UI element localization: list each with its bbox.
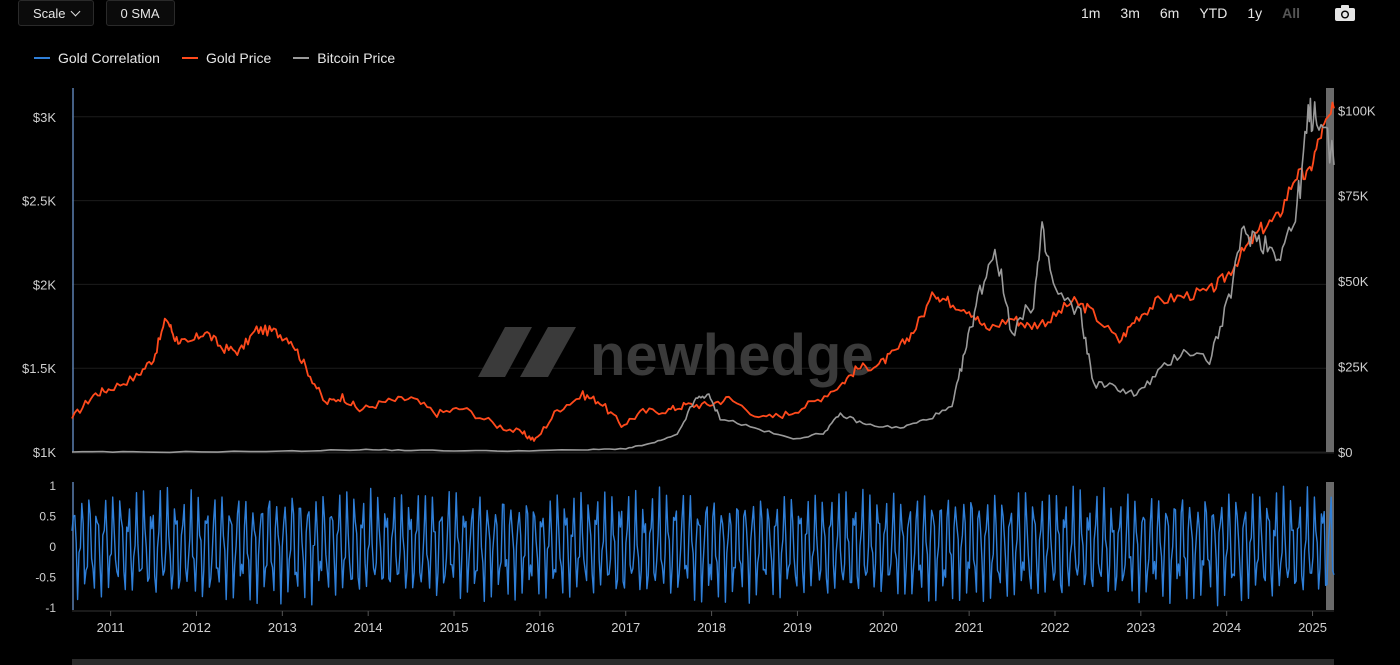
- watermark-logo-icon: [478, 327, 576, 377]
- range-1m-button[interactable]: 1m: [1080, 5, 1101, 21]
- x-tick-label: 2025: [1298, 620, 1327, 635]
- sub-tick-label: 0: [49, 540, 56, 554]
- gold-correlation-line: [71, 485, 1335, 607]
- legend-swatch: [34, 57, 50, 59]
- sub-tick-label: -0.5: [35, 570, 56, 584]
- range-3m-button[interactable]: 3m: [1120, 5, 1140, 21]
- right-tick-label: $0: [1338, 445, 1352, 460]
- sub-scrollbar-handle: [1326, 482, 1334, 610]
- left-tick-label: $1K: [33, 445, 56, 460]
- range-1y-button[interactable]: 1y: [1247, 5, 1263, 21]
- legend-bitcoin-price[interactable]: Bitcoin Price: [293, 50, 395, 66]
- legend-label: Gold Price: [205, 50, 272, 66]
- watermark-text: newhedge: [590, 323, 874, 388]
- x-tick-label: 2016: [525, 620, 554, 635]
- x-tick-label: 2011: [97, 620, 125, 635]
- sub-tick-label: 1: [49, 479, 56, 493]
- x-tick-label: 2021: [955, 620, 984, 635]
- gold-price-line: [71, 101, 1335, 442]
- legend-label: Bitcoin Price: [317, 50, 396, 66]
- bottom-scroll-track: [72, 659, 1334, 665]
- legend-swatch: [293, 57, 310, 59]
- sub-tick-label: -1: [45, 601, 56, 615]
- sub-tick-label: 0.5: [39, 510, 56, 524]
- range-selector: 1m 3m 6m YTD 1y All: [1081, 4, 1356, 22]
- range-6m-button[interactable]: 6m: [1159, 5, 1180, 21]
- right-tick-label: $100K: [1338, 103, 1376, 118]
- left-tick-label: $2.5K: [22, 194, 56, 209]
- legend-gold-correlation[interactable]: Gold Correlation: [34, 50, 160, 66]
- left-tick-label: $2K: [33, 277, 56, 292]
- x-tick-label: 2020: [869, 620, 898, 635]
- legend-gold-price[interactable]: Gold Price: [181, 50, 272, 66]
- x-tick-label: 2014: [354, 620, 383, 635]
- main-axes: $1K $1.5K $2K $2.5K $3K $0 $25K $50K $75K $100K: [22, 88, 1376, 460]
- sma-button[interactable]: 0 SMA: [105, 0, 175, 26]
- toolbar-left: Scale 0 SMA: [18, 0, 175, 26]
- x-tick-label: 2019: [783, 620, 812, 635]
- watermark-logo-left: [478, 327, 532, 377]
- main-grid: [72, 116, 1334, 453]
- watermark-logo-right: [520, 327, 576, 377]
- scale-dropdown[interactable]: Scale: [18, 0, 94, 26]
- right-tick-label: $50K: [1338, 274, 1369, 289]
- x-tick-label: 2012: [182, 620, 211, 635]
- range-ytd-button[interactable]: YTD: [1199, 5, 1228, 21]
- legend-swatch: [181, 57, 198, 59]
- camera-icon[interactable]: [1334, 4, 1356, 22]
- x-tick-label: 2013: [268, 620, 297, 635]
- x-tick-label: 2015: [440, 620, 469, 635]
- sma-label: 0 SMA: [120, 5, 160, 21]
- chart-legend: Gold Correlation Gold Price Bitcoin Pric…: [34, 50, 395, 66]
- bitcoin-price-line: [71, 97, 1335, 454]
- right-scrollbar-handle: [1326, 88, 1334, 452]
- x-tick-label: 2017: [611, 620, 640, 635]
- range-all-button[interactable]: All: [1282, 5, 1300, 21]
- x-tick-label: 2022: [1041, 620, 1070, 635]
- right-tick-label: $75K: [1338, 189, 1369, 204]
- x-tick-label: 2018: [697, 620, 726, 635]
- left-tick-label: $3K: [33, 110, 56, 125]
- main-series: [71, 97, 1335, 454]
- x-axis: 2011 2012 2013 2014 2015 2016 2017 2018 2019 2020…: [72, 611, 1334, 665]
- scale-label: Scale: [33, 5, 66, 21]
- sub-series: [71, 485, 1335, 607]
- x-tick-label: 2023: [1126, 620, 1155, 635]
- right-tick-label: $25K: [1338, 360, 1369, 375]
- legend-label: Gold Correlation: [58, 50, 160, 66]
- x-tick-label: 2024: [1212, 620, 1241, 635]
- left-tick-label: $1.5K: [22, 361, 56, 376]
